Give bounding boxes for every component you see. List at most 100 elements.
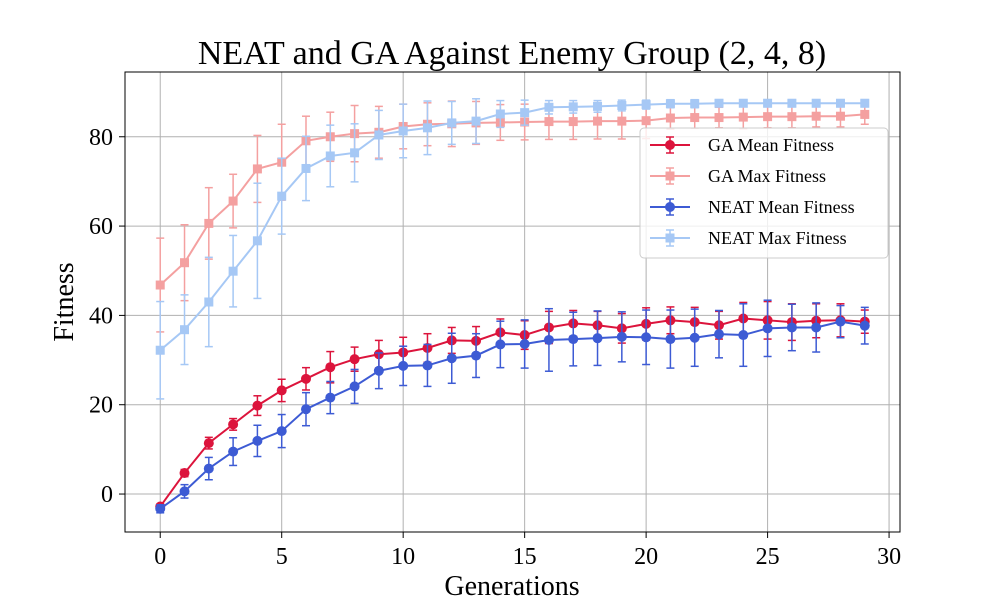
- data-point: [155, 503, 166, 514]
- legend-marker: [665, 140, 675, 150]
- chart-title: NEAT and GA Against Enemy Group (2, 4, 8…: [198, 35, 826, 72]
- data-point: [300, 373, 311, 384]
- data-point: [180, 258, 190, 268]
- data-point: [616, 331, 627, 342]
- data-point: [763, 98, 773, 108]
- data-point: [787, 98, 797, 108]
- data-point: [422, 360, 433, 371]
- data-point: [835, 111, 845, 121]
- data-point: [447, 118, 457, 128]
- data-point: [155, 280, 165, 290]
- data-point: [811, 111, 821, 121]
- series-0: [155, 300, 870, 512]
- data-point: [203, 463, 214, 474]
- data-point: [665, 113, 675, 123]
- data-point: [252, 435, 263, 446]
- data-point: [471, 350, 482, 361]
- legend-entry: NEAT Max Fitness: [650, 228, 847, 248]
- data-point: [180, 325, 190, 335]
- legend-entry: GA Mean Fitness: [650, 135, 834, 155]
- data-point: [300, 404, 311, 415]
- data-point: [179, 468, 190, 479]
- data-point: [179, 486, 190, 497]
- series-3: [155, 98, 870, 400]
- data-point: [398, 126, 408, 136]
- data-point: [325, 151, 335, 161]
- data-point: [714, 113, 724, 123]
- data-point: [617, 116, 627, 126]
- data-point: [641, 116, 651, 126]
- data-point: [276, 385, 287, 396]
- data-point: [519, 338, 530, 349]
- data-point: [228, 419, 239, 430]
- data-point: [860, 109, 870, 119]
- data-point: [738, 330, 749, 341]
- data-point: [690, 99, 700, 109]
- x-tick-label: 15: [513, 544, 537, 570]
- y-tick-label: 80: [89, 125, 113, 151]
- data-point: [811, 322, 822, 333]
- data-point: [787, 112, 797, 122]
- legend: GA Mean Fitness GA Max Fitness NEAT Mean F…: [639, 127, 889, 259]
- x-tick-label: 25: [756, 544, 780, 570]
- data-point: [398, 360, 409, 371]
- legend-marker: [665, 233, 675, 243]
- data-point: [763, 112, 773, 122]
- data-point: [665, 334, 676, 345]
- data-point: [641, 332, 652, 343]
- data-point: [689, 332, 700, 343]
- data-point: [544, 117, 554, 127]
- y-axis-label: Fitness: [49, 262, 80, 341]
- legend-label: NEAT Max Fitness: [708, 228, 847, 248]
- data-point: [835, 316, 846, 327]
- x-tick-label: 20: [634, 544, 658, 570]
- data-point: [738, 98, 748, 108]
- legend-entry: NEAT Mean Fitness: [650, 197, 855, 217]
- y-tick-label: 60: [89, 214, 113, 240]
- data-point: [349, 354, 360, 365]
- series-1: [155, 100, 870, 333]
- data-point: [617, 100, 627, 110]
- legend-entry: GA Max Fitness: [650, 166, 826, 186]
- data-point: [203, 438, 214, 449]
- series-line: [159, 320, 865, 510]
- x-tick-label: 0: [154, 544, 166, 570]
- data-point: [860, 98, 870, 108]
- legend-label: GA Max Fitness: [708, 166, 826, 186]
- data-point: [155, 345, 165, 355]
- data-point: [665, 99, 675, 109]
- data-point: [228, 446, 239, 457]
- legend-marker: [665, 171, 675, 181]
- series-line: [159, 317, 865, 508]
- x-axis-label: Generations: [444, 571, 579, 600]
- data-point: [350, 148, 360, 158]
- y-tick-label: 0: [101, 482, 113, 508]
- data-point: [859, 320, 870, 331]
- data-point: [641, 100, 651, 110]
- data-point: [786, 322, 797, 333]
- data-point: [325, 362, 336, 373]
- data-point: [714, 98, 724, 108]
- data-point: [738, 112, 748, 122]
- data-point: [204, 297, 214, 307]
- data-point: [495, 109, 505, 119]
- legend-label: NEAT Mean Fitness: [708, 197, 855, 217]
- series-layer: [155, 98, 870, 514]
- data-point: [593, 116, 603, 126]
- data-point: [544, 102, 554, 112]
- data-point: [762, 323, 773, 334]
- data-point: [252, 400, 263, 411]
- y-tick-label: 40: [89, 303, 113, 329]
- data-point: [301, 163, 311, 173]
- data-point: [446, 353, 457, 364]
- data-point: [373, 365, 384, 376]
- data-point: [592, 333, 603, 344]
- x-tick-label: 30: [877, 544, 901, 570]
- data-point: [543, 334, 554, 345]
- data-point: [374, 130, 384, 140]
- data-point: [568, 117, 578, 127]
- data-point: [276, 426, 287, 437]
- data-point: [835, 98, 845, 108]
- x-tick-label: 5: [276, 544, 288, 570]
